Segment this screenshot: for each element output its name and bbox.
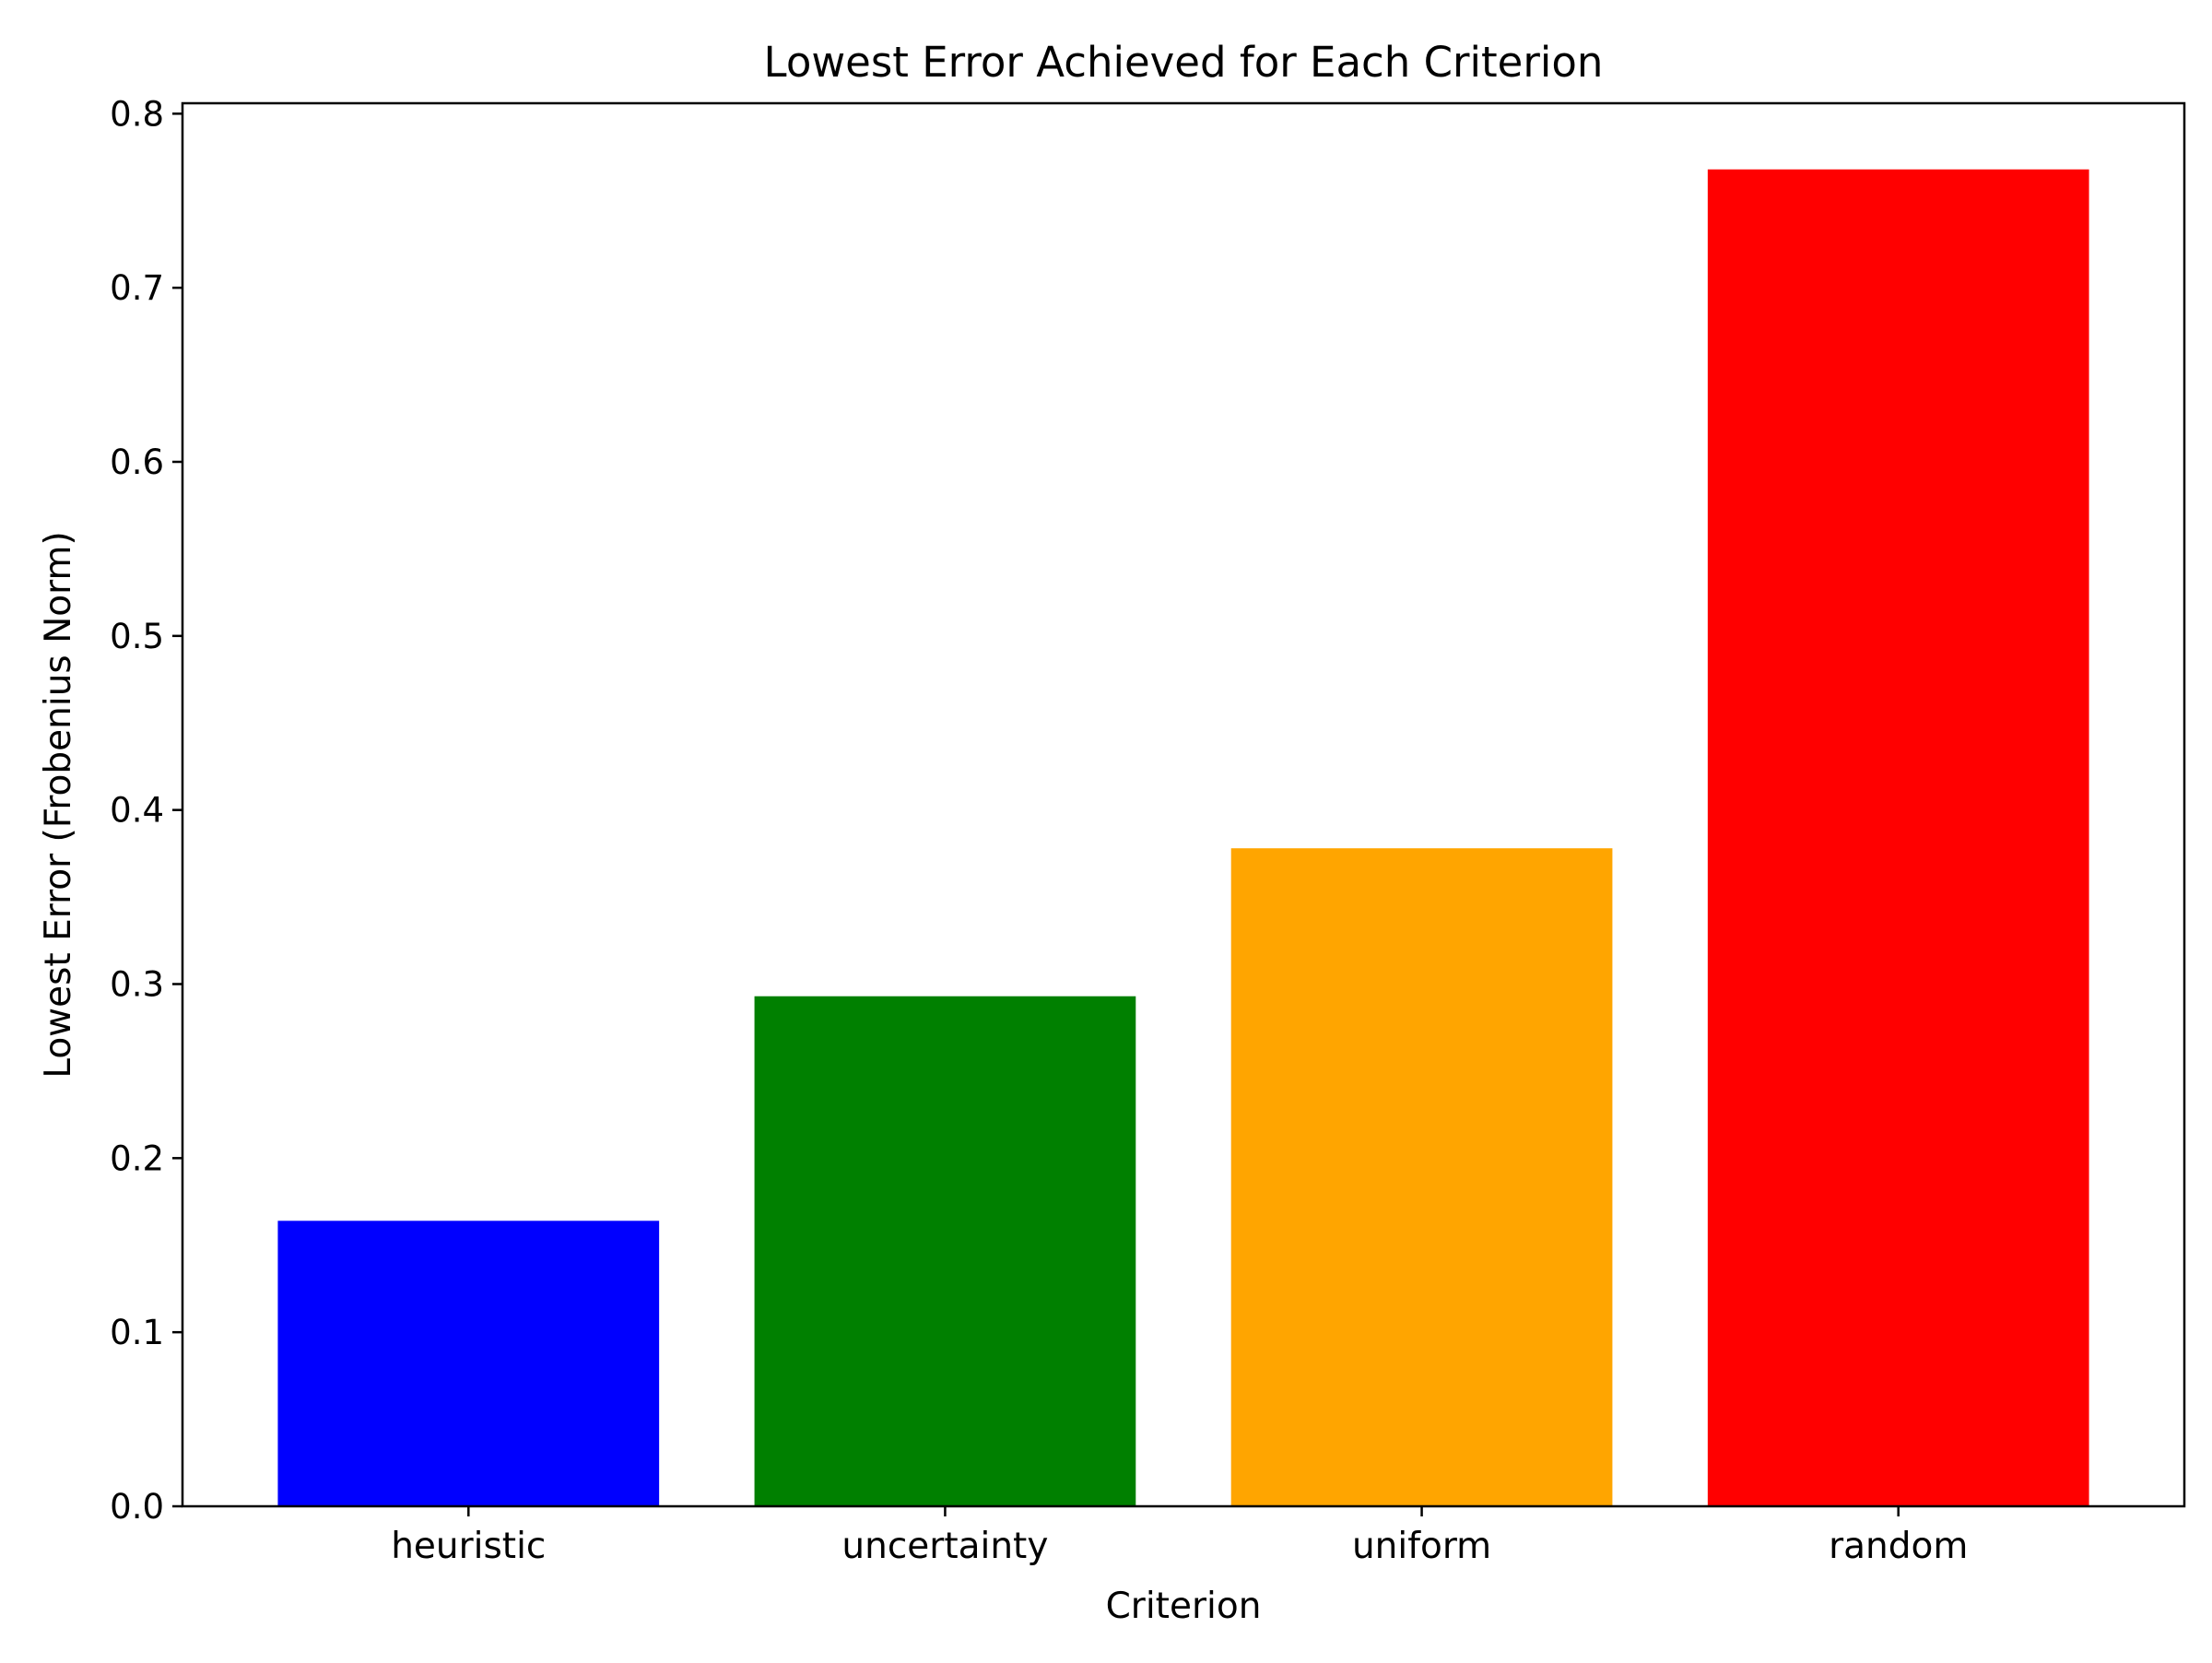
y-axis-label: Lowest Error (Frobenius Norm) — [38, 531, 79, 1078]
y-tick-label: 0.4 — [110, 791, 164, 831]
y-tick-label: 0.6 — [110, 442, 164, 482]
y-tick-label: 0.5 — [110, 617, 164, 656]
x-tick-label-heuristic: heuristic — [391, 1526, 546, 1567]
x-tick-label-random: random — [1829, 1526, 1968, 1567]
y-tick-label: 0.2 — [110, 1138, 164, 1178]
plot-frame — [181, 101, 2186, 1508]
x-tick-label-uniform: uniform — [1352, 1526, 1491, 1567]
y-tick-label: 0.8 — [110, 94, 164, 134]
y-axis: 0.0 0.1 0.2 0.3 0.4 0.5 0.6 0.7 0.8 — [110, 94, 182, 1527]
y-tick-label: 0.3 — [110, 964, 164, 1004]
x-axis: heuristic uncertainty uniform random — [391, 1506, 1968, 1567]
x-tick-label-uncertainty: uncertainty — [841, 1526, 1048, 1567]
bar-heuristic — [277, 1221, 660, 1506]
bar-uncertainty — [754, 996, 1136, 1506]
y-tick-label: 0.1 — [110, 1313, 164, 1352]
x-axis-label: Criterion — [1106, 1586, 1262, 1627]
bars-layer — [277, 169, 2089, 1506]
bar-uniform — [1230, 848, 1613, 1506]
y-tick-label: 0.0 — [110, 1487, 164, 1527]
bar-random — [1707, 169, 2089, 1506]
y-tick-label: 0.7 — [110, 268, 164, 308]
chart-title: Lowest Error Achieved for Each Criterion — [764, 38, 1604, 87]
